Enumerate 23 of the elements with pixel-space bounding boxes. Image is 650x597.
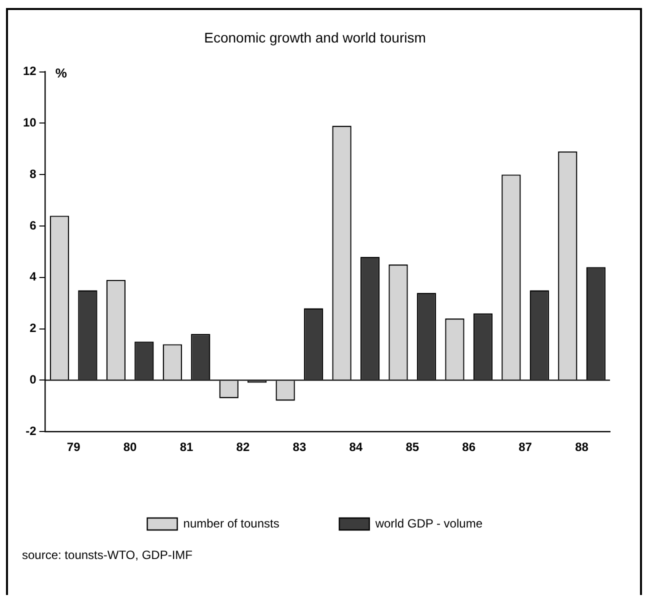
y-tick-label: 12 <box>22 64 37 78</box>
y-tick-label: 10 <box>22 116 37 130</box>
y-tick-label: 0 <box>30 372 37 387</box>
x-tick-label: 81 <box>180 440 194 454</box>
y-tick-label: 2 <box>30 321 37 336</box>
x-tick-label: 88 <box>575 440 589 454</box>
y-tick-label: -2 <box>26 424 37 438</box>
x-tick-label: 79 <box>66 440 81 454</box>
x-tick-label: 83 <box>292 440 306 454</box>
x-tick-label: 85 <box>406 440 420 454</box>
x-tick-label: 84 <box>349 440 363 454</box>
y-tick-label: 8 <box>30 166 37 181</box>
x-tick-label: 82 <box>236 440 250 454</box>
legend-label: number of tounsts <box>183 516 280 530</box>
x-tick-label: 87 <box>518 440 532 454</box>
y-axis-title: % <box>55 65 68 80</box>
y-tick-label: 4 <box>30 270 37 284</box>
x-tick-label: 86 <box>462 440 476 454</box>
chart-title: Economic growth and world tourism <box>204 29 426 46</box>
source-note: source: tounsts-WTO, GDP-IMF <box>22 548 192 562</box>
legend-label: world GDP - volume <box>374 516 483 530</box>
x-tick-label: 80 <box>123 440 138 454</box>
y-tick-label: 6 <box>30 218 37 232</box>
